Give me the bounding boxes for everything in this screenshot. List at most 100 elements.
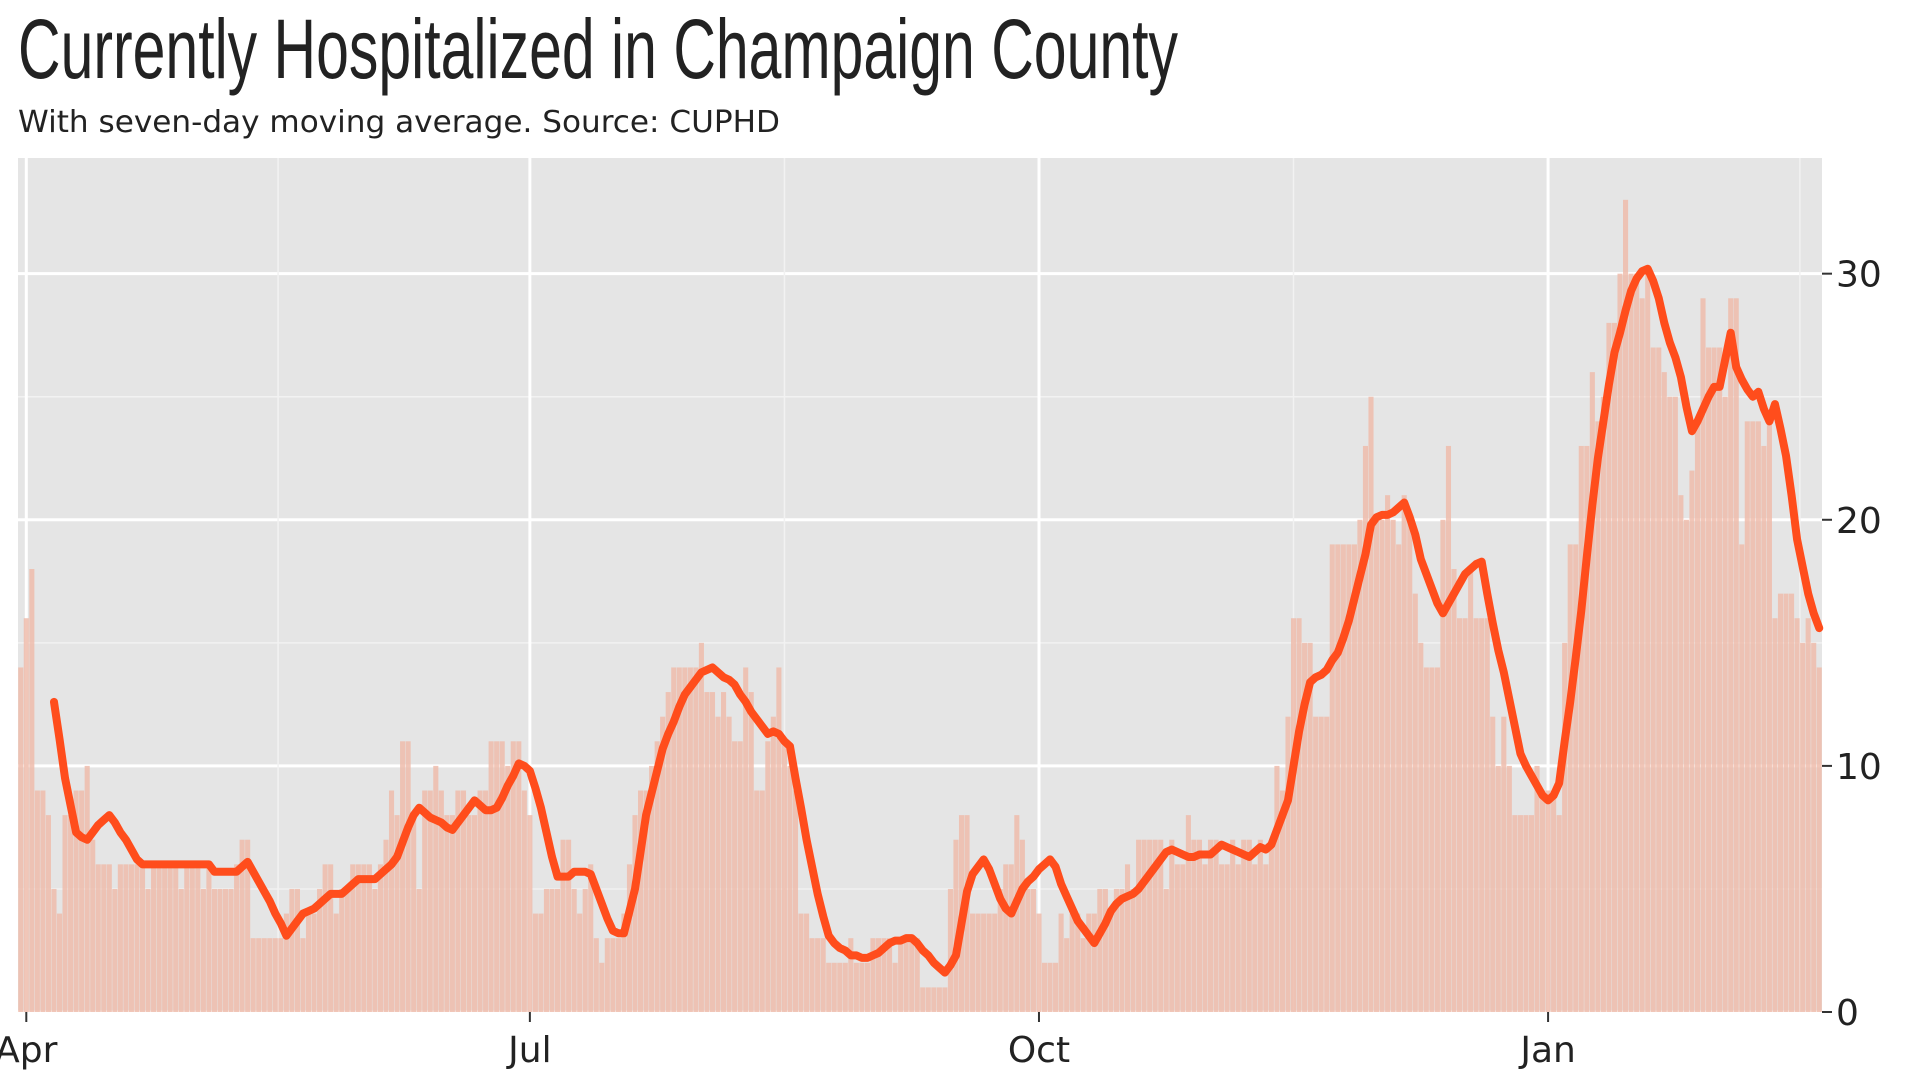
bar xyxy=(278,938,284,1012)
bar xyxy=(732,741,738,1012)
bar xyxy=(449,815,455,1012)
bar xyxy=(162,864,168,1012)
bar xyxy=(615,938,621,1012)
bar xyxy=(632,815,638,1012)
bar xyxy=(1014,815,1020,1012)
bar xyxy=(997,888,1003,1012)
bar xyxy=(18,667,24,1012)
bar xyxy=(1573,544,1579,1012)
bar xyxy=(1495,765,1501,1012)
bar xyxy=(1268,839,1274,1012)
bar xyxy=(1025,888,1031,1012)
bar xyxy=(1362,445,1369,1012)
bar xyxy=(305,913,312,1012)
bar xyxy=(383,839,389,1012)
bar xyxy=(1075,913,1081,1012)
bar xyxy=(1329,544,1335,1012)
bar xyxy=(1147,839,1153,1012)
bar xyxy=(112,888,118,1012)
bar xyxy=(156,864,162,1012)
bar xyxy=(1230,839,1236,1012)
bar xyxy=(947,888,953,1012)
bar xyxy=(1407,519,1413,1012)
bar xyxy=(1174,864,1180,1012)
bar xyxy=(294,888,300,1012)
bar xyxy=(1595,421,1601,1013)
bar xyxy=(1656,347,1662,1012)
bar xyxy=(167,864,173,1012)
bar xyxy=(1368,396,1374,1013)
bar xyxy=(471,815,478,1012)
bar xyxy=(372,888,378,1012)
x-tick-label: Jul xyxy=(506,1030,551,1071)
bar xyxy=(1623,199,1629,1012)
bar xyxy=(1783,593,1789,1012)
bar xyxy=(438,790,444,1012)
bar xyxy=(206,864,212,1012)
bar xyxy=(1445,445,1452,1012)
bar xyxy=(1634,273,1640,1012)
bar xyxy=(211,888,217,1012)
bar xyxy=(665,692,671,1012)
x-tick-label: Apr xyxy=(0,1030,58,1071)
chart-subtitle: With seven-day moving average. Source: C… xyxy=(18,105,780,140)
bar xyxy=(40,790,46,1012)
bar xyxy=(1462,618,1468,1012)
bar xyxy=(1008,864,1014,1012)
bar xyxy=(34,790,40,1012)
bar xyxy=(261,938,267,1012)
bar xyxy=(798,913,804,1012)
bar xyxy=(1728,298,1734,1012)
bar xyxy=(455,790,461,1012)
bar xyxy=(898,938,904,1012)
bar xyxy=(1551,790,1557,1012)
bar xyxy=(145,888,151,1012)
bar xyxy=(582,888,588,1012)
bar xyxy=(45,815,51,1012)
bar xyxy=(322,864,328,1012)
bar xyxy=(444,815,450,1012)
bar xyxy=(1717,347,1723,1012)
bar xyxy=(1191,839,1197,1012)
bar xyxy=(1650,347,1656,1012)
bar xyxy=(1672,396,1678,1013)
bar xyxy=(804,913,810,1012)
bar xyxy=(566,839,572,1012)
bar xyxy=(51,888,57,1012)
bar xyxy=(599,962,605,1012)
bar xyxy=(483,790,489,1012)
bar xyxy=(422,790,428,1012)
bar xyxy=(56,913,63,1012)
bar xyxy=(499,741,505,1012)
bar xyxy=(693,667,699,1012)
bar xyxy=(1373,519,1380,1012)
bar xyxy=(1313,716,1319,1012)
bar xyxy=(953,839,959,1012)
bar xyxy=(1019,839,1025,1012)
bar xyxy=(1733,298,1739,1012)
bar xyxy=(737,741,743,1012)
bar xyxy=(1141,839,1147,1012)
bar xyxy=(1739,544,1745,1012)
bar xyxy=(1290,618,1297,1012)
bar xyxy=(300,938,306,1012)
bar xyxy=(1706,347,1712,1012)
bar xyxy=(787,765,793,1012)
bar xyxy=(106,864,112,1012)
bar xyxy=(726,716,732,1012)
bar xyxy=(1036,913,1042,1012)
bar xyxy=(792,790,799,1012)
bar xyxy=(538,913,544,1012)
bar xyxy=(95,864,101,1012)
bar xyxy=(936,987,942,1012)
bar xyxy=(870,938,876,1012)
bar xyxy=(328,864,334,1012)
bar xyxy=(494,741,500,1012)
bar xyxy=(709,692,716,1012)
bar xyxy=(250,938,256,1012)
bar xyxy=(217,888,223,1012)
bar xyxy=(1401,495,1407,1012)
bar xyxy=(1169,839,1175,1012)
bar xyxy=(1030,888,1036,1012)
bar xyxy=(510,741,516,1012)
